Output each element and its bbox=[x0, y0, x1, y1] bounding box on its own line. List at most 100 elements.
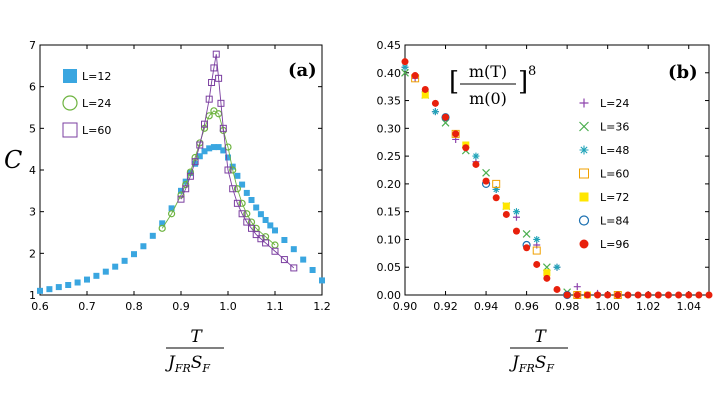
data-point bbox=[159, 220, 166, 227]
data-point bbox=[614, 291, 622, 299]
panel-b-frame bbox=[404, 44, 710, 296]
data-point bbox=[594, 291, 602, 299]
x-tick-label: 1.0 bbox=[219, 300, 237, 313]
data-point bbox=[212, 50, 220, 58]
data-point bbox=[705, 291, 713, 299]
data-point bbox=[233, 199, 241, 207]
panel-a-label: (a) bbox=[288, 60, 317, 81]
y-tick-label: 1 bbox=[29, 289, 36, 302]
data-point bbox=[121, 257, 128, 264]
data-point bbox=[452, 130, 460, 138]
data-point bbox=[492, 194, 500, 202]
panel-a-chart: 0.6 0.7 0.8 0.9 1.0 1.1 1.2 1 2 3 4 5 6 7 L=12 L=24 L=6… bbox=[4, 39, 331, 375]
legend-marker bbox=[579, 98, 589, 108]
data-point bbox=[462, 144, 470, 152]
data-point bbox=[644, 291, 652, 299]
data-point bbox=[201, 120, 208, 128]
data-point bbox=[238, 210, 246, 218]
formula-denominator: m(0) bbox=[469, 89, 507, 108]
data-point bbox=[192, 160, 199, 167]
x-tick-label: 1.00 bbox=[595, 300, 620, 313]
legend-label: L=48 bbox=[600, 144, 629, 157]
data-point bbox=[502, 202, 510, 210]
series-l-60 bbox=[177, 50, 298, 272]
data-point bbox=[55, 284, 62, 291]
y-tick-label: 4 bbox=[29, 164, 36, 177]
data-point bbox=[512, 227, 520, 235]
legend-label: L=12 bbox=[82, 70, 111, 83]
data-point bbox=[492, 179, 501, 188]
data-point bbox=[168, 205, 175, 212]
y-tick-label: 0.35 bbox=[377, 95, 402, 108]
data-point bbox=[229, 185, 237, 193]
data-point bbox=[421, 85, 429, 93]
data-point bbox=[210, 64, 218, 72]
x-tick-label: 0.9 bbox=[172, 300, 190, 313]
data-point bbox=[158, 224, 166, 232]
legend-label: L=36 bbox=[600, 121, 629, 134]
data-point bbox=[411, 72, 419, 80]
data-point bbox=[262, 239, 270, 247]
data-point bbox=[675, 291, 683, 299]
data-point bbox=[248, 224, 255, 232]
legend-marker bbox=[63, 69, 77, 83]
data-point bbox=[225, 154, 231, 161]
legend-marker bbox=[579, 121, 589, 132]
data-point bbox=[229, 166, 237, 174]
legend-marker bbox=[578, 215, 590, 226]
y-tick-label: 5 bbox=[29, 122, 36, 135]
data-point bbox=[482, 177, 490, 185]
x-tick-label: 0.92 bbox=[433, 300, 458, 313]
panel-b-chart: 0.90 0.92 0.94 0.96 0.98 1.00 1.02 1.04 0.00 0.05… bbox=[377, 39, 713, 375]
data-point bbox=[664, 291, 672, 299]
data-point bbox=[573, 291, 581, 299]
x-tick-label: 0.94 bbox=[474, 300, 499, 313]
data-point bbox=[257, 211, 264, 218]
formula-exponent: 8 bbox=[528, 64, 536, 79]
data-point bbox=[573, 283, 581, 291]
data-point bbox=[93, 272, 100, 279]
data-point bbox=[512, 208, 520, 216]
panel-b-xlabel-denominator: JFRSF bbox=[509, 353, 554, 375]
panel-b-xlabel-den-sub2: F bbox=[545, 362, 554, 375]
formula-open-bracket: [ bbox=[449, 67, 459, 97]
data-point bbox=[604, 291, 612, 299]
data-point bbox=[583, 291, 591, 299]
series-line bbox=[161, 110, 276, 246]
x-tick-label: 1.2 bbox=[313, 300, 331, 313]
panel-a-xlabel-den-s: S bbox=[191, 353, 203, 373]
data-point bbox=[168, 210, 176, 218]
panel-b-xlabel-den-j: J bbox=[509, 353, 520, 373]
data-point bbox=[234, 172, 241, 179]
y-tick-label: 7 bbox=[29, 39, 36, 52]
y-tick-label: 0.25 bbox=[377, 150, 402, 163]
panel-a-xlabel-den-j: J bbox=[165, 353, 176, 373]
panel-a-xlabel-den-sub: FR bbox=[174, 362, 191, 375]
y-tick-label: 3 bbox=[29, 206, 36, 219]
series-line bbox=[180, 54, 295, 269]
data-point bbox=[431, 108, 439, 116]
x-tick-label: 0.90 bbox=[393, 300, 418, 313]
panel-b-ticks: 0.90 0.92 0.94 0.96 0.98 1.00 1.02 1.04 0.00 0.05… bbox=[377, 39, 709, 313]
series-l-72 bbox=[421, 91, 591, 299]
data-point bbox=[239, 181, 246, 188]
data-point bbox=[201, 148, 208, 155]
data-point bbox=[401, 58, 409, 66]
y-tick-label: 2 bbox=[29, 247, 36, 260]
y-tick-label: 6 bbox=[29, 81, 36, 94]
panel-b-label: (b) bbox=[668, 62, 698, 83]
panel-b-legend: L=24 L=36 L=48 L=60 L=72 L=84 L=96 bbox=[578, 97, 629, 251]
formula-close-bracket: ] bbox=[518, 67, 528, 97]
data-point bbox=[182, 185, 190, 193]
legend-marker bbox=[579, 192, 589, 202]
panel-b-x-axis-label: T JFRSF bbox=[509, 327, 568, 375]
data-point bbox=[208, 79, 216, 86]
data-point bbox=[634, 291, 642, 299]
panel-b-xlabel-den-sub: FR bbox=[518, 362, 535, 375]
data-point bbox=[290, 246, 297, 253]
y-tick-label: 0.45 bbox=[377, 39, 402, 52]
data-point bbox=[186, 172, 194, 180]
y-tick-label: 0.00 bbox=[377, 289, 402, 302]
legend-marker bbox=[579, 168, 589, 179]
data-point bbox=[685, 291, 693, 299]
